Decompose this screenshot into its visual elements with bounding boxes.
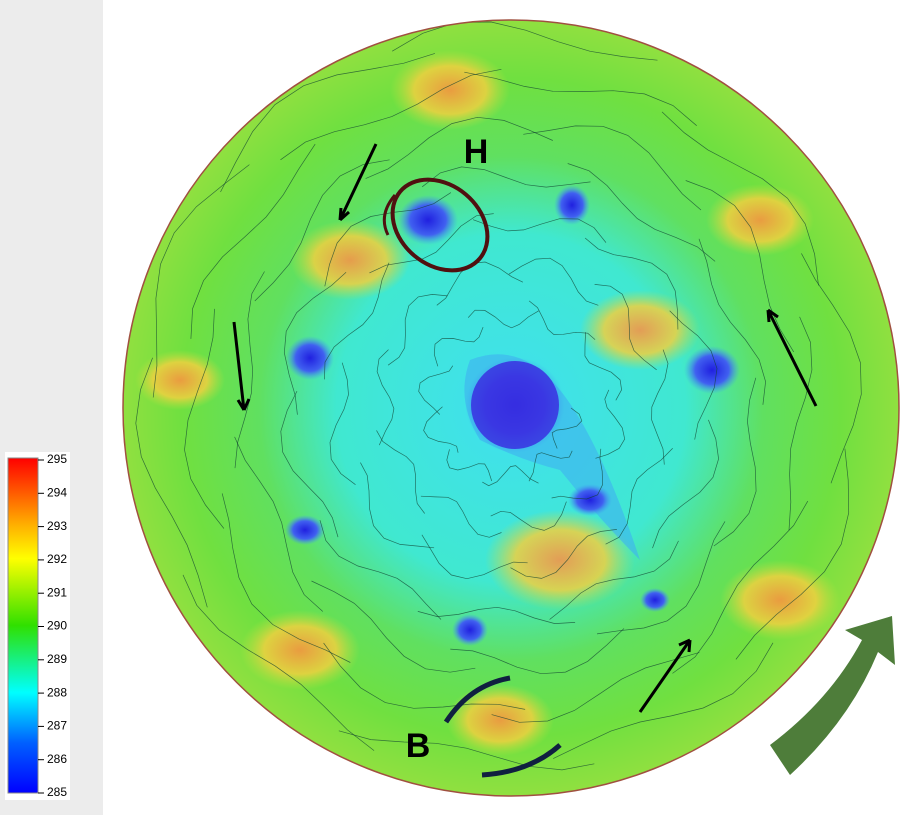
- colorbar-tick-label: 285: [47, 785, 67, 799]
- colorbar-tick-label: 295: [47, 452, 67, 466]
- colorbar-tick-label: 290: [47, 619, 67, 633]
- vortex: [286, 336, 334, 380]
- colorbar-tick-label: 292: [47, 552, 67, 566]
- page: H B 295294293292291290289288287286285 ((…: [0, 0, 917, 815]
- warm-band: [240, 610, 360, 690]
- warm-band: [706, 184, 814, 256]
- colorbar-tick-label: 293: [47, 519, 67, 533]
- vortex: [452, 614, 488, 646]
- central-vortex: [471, 361, 559, 449]
- colorbar-tick-label: 291: [47, 585, 67, 599]
- warm-band: [580, 290, 700, 370]
- warm-band: [135, 350, 225, 410]
- colorbar-tick-label: 287: [47, 719, 67, 733]
- colorbar: [8, 458, 38, 793]
- vortex: [398, 195, 458, 245]
- colorbar-tick-label: 286: [47, 752, 67, 766]
- vortex: [568, 484, 612, 516]
- flow-field: [123, 20, 899, 796]
- vortex: [640, 588, 670, 612]
- colorbar-tick-label: 294: [47, 485, 67, 499]
- figure: H B 295 294 293 292 291 290 289 288 287 286 285: [0, 0, 917, 815]
- h-label: H: [464, 133, 489, 171]
- warm-band: [446, 684, 554, 756]
- warm-band: [290, 220, 410, 300]
- vortex: [285, 515, 325, 545]
- warm-band: [720, 560, 840, 640]
- b-label: B: [406, 727, 431, 765]
- colorbar-tick-label: 288: [47, 685, 67, 699]
- colorbar-tick-label: 289: [47, 652, 67, 666]
